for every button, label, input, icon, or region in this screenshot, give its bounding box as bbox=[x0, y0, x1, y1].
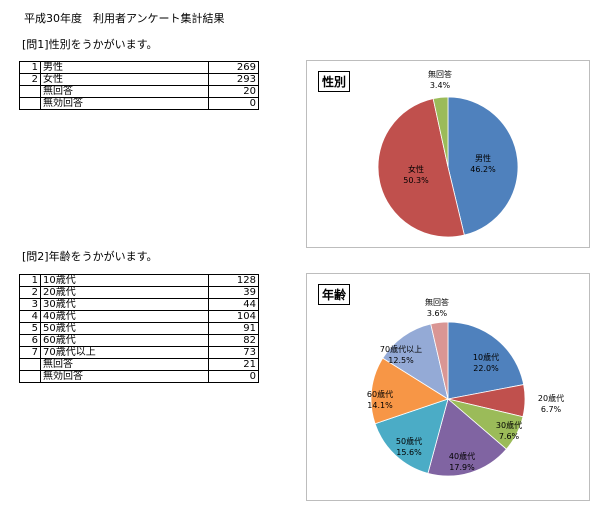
page-title: 平成30年度 利用者アンケート集計結果 bbox=[24, 12, 225, 25]
question2-heading: [問2]年齢をうかがいます。 bbox=[22, 250, 158, 263]
row-label: 60歳代 bbox=[40, 334, 209, 347]
table-row: 4 40歳代 104 bbox=[19, 310, 259, 323]
table-row: 1 男性 269 bbox=[19, 61, 259, 74]
slice-percent: 3.6% bbox=[427, 309, 448, 318]
row-label: 40歳代 bbox=[40, 310, 209, 323]
slice-label: 無回答 bbox=[428, 69, 452, 79]
slice-percent: 7.6% bbox=[499, 432, 520, 441]
row-number: 5 bbox=[19, 322, 41, 335]
table-row: 無回答 20 bbox=[19, 85, 259, 98]
row-number: 1 bbox=[19, 274, 41, 287]
pie-slice bbox=[430, 321, 449, 400]
slice-label: 50歳代 bbox=[396, 436, 422, 446]
row-value: 104 bbox=[208, 310, 259, 323]
pie-slice bbox=[447, 321, 525, 400]
row-label: 50歳代 bbox=[40, 322, 209, 335]
row-value: 293 bbox=[208, 73, 259, 86]
slice-label: 40歳代 bbox=[449, 451, 475, 461]
slice-percent: 22.0% bbox=[473, 364, 499, 373]
slice-label: 20歳代 bbox=[538, 393, 564, 403]
row-value: 21 bbox=[208, 358, 259, 371]
question1-heading: [問1]性別をうかがいます。 bbox=[22, 38, 158, 51]
slice-label: 男性 bbox=[475, 153, 491, 163]
table-row: 6 60歳代 82 bbox=[19, 334, 259, 347]
row-label: 男性 bbox=[40, 61, 209, 74]
row-value: 128 bbox=[208, 274, 259, 287]
slice-label: 無回答 bbox=[425, 297, 449, 307]
table-row: 1 10歳代 128 bbox=[19, 274, 259, 287]
row-value: 20 bbox=[208, 85, 259, 98]
slice-percent: 15.6% bbox=[396, 448, 422, 457]
gender-chart-title: 性別 bbox=[318, 71, 351, 92]
row-number bbox=[19, 85, 41, 98]
table-row: 3 30歳代 44 bbox=[19, 298, 259, 311]
row-number bbox=[19, 358, 41, 371]
slice-label: 女性 bbox=[408, 164, 424, 174]
row-value: 0 bbox=[208, 370, 259, 383]
table-row: 無効回答 0 bbox=[19, 97, 259, 110]
row-value: 73 bbox=[208, 346, 259, 359]
row-value: 91 bbox=[208, 322, 259, 335]
row-number: 4 bbox=[19, 310, 41, 323]
slice-label: 60歳代 bbox=[367, 389, 393, 399]
slice-percent: 17.9% bbox=[449, 463, 475, 472]
pie-slice bbox=[447, 96, 519, 236]
row-label: 無回答 bbox=[40, 85, 209, 98]
gender-pie-svg: 男性 46.2% 女性 50.3% 無回答 3.4% bbox=[377, 69, 519, 238]
row-number: 1 bbox=[19, 61, 41, 74]
row-label: 10歳代 bbox=[40, 274, 209, 287]
pie-slice bbox=[382, 323, 449, 400]
row-label: 無効回答 bbox=[40, 97, 209, 110]
age-chart-title: 年齢 bbox=[318, 284, 351, 305]
table-row: 無効回答 0 bbox=[19, 370, 259, 383]
row-number: 7 bbox=[19, 346, 41, 359]
slice-percent: 14.1% bbox=[367, 401, 393, 410]
table-row: 5 50歳代 91 bbox=[19, 322, 259, 335]
row-number: 2 bbox=[19, 73, 41, 86]
row-label: 30歳代 bbox=[40, 298, 209, 311]
row-label: 70歳代以上 bbox=[40, 346, 209, 359]
gender-table: 1 男性 269 2 女性 293 無回答 20 無効回答 0 bbox=[19, 61, 259, 110]
row-label: 無回答 bbox=[40, 358, 209, 371]
slice-percent: 12.5% bbox=[388, 356, 414, 365]
row-number: 3 bbox=[19, 298, 41, 311]
row-number: 2 bbox=[19, 286, 41, 299]
gender-chart: 男性 46.2% 女性 50.3% 無回答 3.4% 性別 bbox=[306, 60, 590, 248]
slice-percent: 46.2% bbox=[470, 165, 496, 174]
row-label: 女性 bbox=[40, 73, 209, 86]
row-label: 20歳代 bbox=[40, 286, 209, 299]
row-number bbox=[19, 97, 41, 110]
table-row: 2 女性 293 bbox=[19, 73, 259, 86]
pie-slice bbox=[377, 98, 465, 238]
row-number: 6 bbox=[19, 334, 41, 347]
slice-label: 10歳代 bbox=[473, 352, 499, 362]
row-value: 269 bbox=[208, 61, 259, 74]
slice-percent: 50.3% bbox=[403, 176, 429, 185]
age-table: 1 10歳代 128 2 20歳代 39 3 30歳代 44 4 40歳代 104 5 50歳代 91 6 60… bbox=[19, 274, 259, 383]
slice-label: 70歳代以上 bbox=[380, 344, 422, 354]
age-pie-svg: 10歳代 22.0% 20歳代 6.7% 30歳代 7.6% 40歳代 17.9% 50歳代 15… bbox=[367, 297, 564, 477]
slice-label: 30歳代 bbox=[496, 420, 522, 430]
row-value: 39 bbox=[208, 286, 259, 299]
slice-percent: 6.7% bbox=[541, 405, 562, 414]
pie-slice bbox=[432, 96, 449, 168]
slice-percent: 3.4% bbox=[430, 81, 451, 90]
row-number bbox=[19, 370, 41, 383]
row-value: 44 bbox=[208, 298, 259, 311]
row-label: 無効回答 bbox=[40, 370, 209, 383]
table-row: 2 20歳代 39 bbox=[19, 286, 259, 299]
row-value: 0 bbox=[208, 97, 259, 110]
pie-slice bbox=[370, 357, 449, 425]
row-value: 82 bbox=[208, 334, 259, 347]
age-chart: 10歳代 22.0% 20歳代 6.7% 30歳代 7.6% 40歳代 17.9% 50歳代 15… bbox=[306, 273, 590, 501]
table-row: 7 70歳代以上 73 bbox=[19, 346, 259, 359]
table-row: 無回答 21 bbox=[19, 358, 259, 371]
pie-slice bbox=[427, 398, 507, 477]
